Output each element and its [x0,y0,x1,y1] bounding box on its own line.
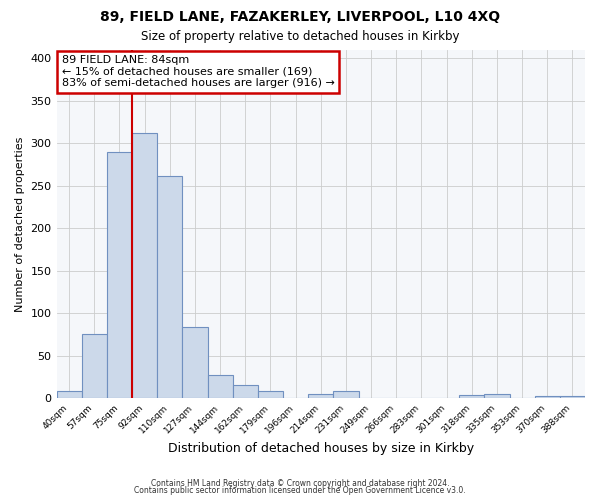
Text: Contains public sector information licensed under the Open Government Licence v3: Contains public sector information licen… [134,486,466,495]
Bar [82,334,107,398]
Y-axis label: Number of detached properties: Number of detached properties [15,136,25,312]
Bar [182,327,208,398]
Bar [132,133,157,398]
Bar [157,176,182,398]
Bar [258,392,283,398]
Bar [535,396,560,398]
Bar [308,394,334,398]
Text: Size of property relative to detached houses in Kirkby: Size of property relative to detached ho… [141,30,459,43]
Bar [334,392,359,398]
X-axis label: Distribution of detached houses by size in Kirkby: Distribution of detached houses by size … [168,442,474,455]
Bar [107,152,132,398]
Bar [208,375,233,398]
Text: 89 FIELD LANE: 84sqm
← 15% of detached houses are smaller (169)
83% of semi-deta: 89 FIELD LANE: 84sqm ← 15% of detached h… [62,55,335,88]
Bar [560,396,585,398]
Bar [233,384,258,398]
Text: 89, FIELD LANE, FAZAKERLEY, LIVERPOOL, L10 4XQ: 89, FIELD LANE, FAZAKERLEY, LIVERPOOL, L… [100,10,500,24]
Bar [459,394,484,398]
Bar [56,392,82,398]
Bar [484,394,509,398]
Text: Contains HM Land Registry data © Crown copyright and database right 2024.: Contains HM Land Registry data © Crown c… [151,478,449,488]
